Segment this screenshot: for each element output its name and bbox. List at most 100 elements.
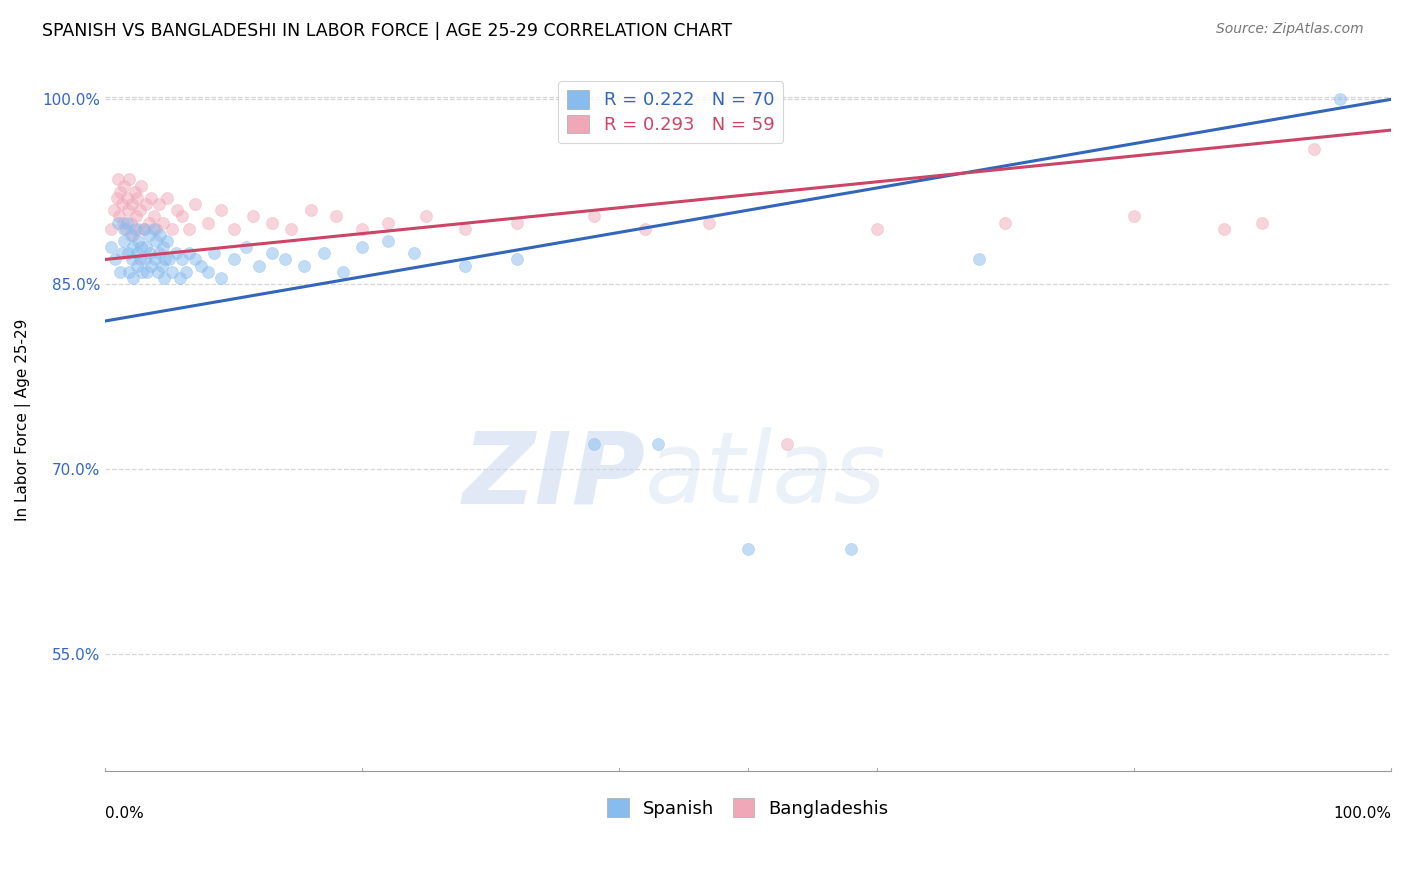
Point bbox=[262, 246, 284, 260]
Point bbox=[138, 215, 160, 229]
Point bbox=[152, 240, 174, 254]
Point bbox=[117, 203, 139, 218]
Point bbox=[104, 252, 127, 267]
Point bbox=[148, 197, 170, 211]
Point bbox=[454, 221, 477, 235]
Point bbox=[125, 210, 148, 224]
Text: ZIP: ZIP bbox=[463, 427, 645, 524]
Point bbox=[737, 541, 759, 556]
Point bbox=[352, 240, 374, 254]
Point bbox=[103, 203, 125, 218]
Point bbox=[148, 246, 170, 260]
Point bbox=[108, 210, 131, 224]
Point bbox=[994, 215, 1017, 229]
Point bbox=[124, 185, 146, 199]
Point bbox=[118, 265, 141, 279]
Text: 0.0%: 0.0% bbox=[105, 805, 143, 821]
Point bbox=[247, 259, 270, 273]
Point bbox=[505, 215, 527, 229]
Point bbox=[174, 265, 197, 279]
Point bbox=[209, 271, 232, 285]
Point bbox=[135, 197, 157, 211]
Point bbox=[177, 221, 200, 235]
Point bbox=[141, 191, 163, 205]
Point bbox=[377, 234, 399, 248]
Point bbox=[127, 259, 149, 273]
Point bbox=[156, 191, 179, 205]
Point bbox=[160, 265, 183, 279]
Point bbox=[172, 210, 194, 224]
Point bbox=[352, 221, 374, 235]
Text: Source: ZipAtlas.com: Source: ZipAtlas.com bbox=[1216, 22, 1364, 37]
Point bbox=[647, 437, 669, 451]
Point bbox=[100, 221, 122, 235]
Point bbox=[582, 437, 605, 451]
Point bbox=[157, 252, 180, 267]
Point bbox=[1329, 92, 1351, 106]
Point bbox=[454, 259, 477, 273]
Point bbox=[152, 215, 174, 229]
Point bbox=[172, 252, 194, 267]
Point bbox=[141, 259, 163, 273]
Point bbox=[235, 240, 257, 254]
Point bbox=[402, 246, 425, 260]
Point bbox=[1251, 215, 1274, 229]
Point bbox=[865, 221, 887, 235]
Point bbox=[197, 265, 219, 279]
Point bbox=[177, 246, 200, 260]
Point bbox=[111, 197, 134, 211]
Point bbox=[128, 203, 150, 218]
Text: atlas: atlas bbox=[645, 427, 887, 524]
Text: 100.0%: 100.0% bbox=[1333, 805, 1391, 821]
Point bbox=[582, 210, 605, 224]
Point bbox=[132, 221, 155, 235]
Point bbox=[136, 265, 159, 279]
Point bbox=[149, 227, 172, 242]
Point bbox=[156, 234, 179, 248]
Point bbox=[505, 252, 527, 267]
Point bbox=[105, 191, 128, 205]
Point bbox=[145, 234, 167, 248]
Point bbox=[110, 185, 132, 199]
Point bbox=[115, 215, 138, 229]
Point bbox=[135, 240, 157, 254]
Point bbox=[127, 191, 149, 205]
Point bbox=[325, 210, 347, 224]
Point bbox=[122, 240, 145, 254]
Text: SPANISH VS BANGLADESHI IN LABOR FORCE | AGE 25-29 CORRELATION CHART: SPANISH VS BANGLADESHI IN LABOR FORCE | … bbox=[42, 22, 733, 40]
Point bbox=[112, 234, 135, 248]
Point bbox=[1302, 142, 1324, 156]
Point bbox=[222, 252, 245, 267]
Point bbox=[274, 252, 297, 267]
Point bbox=[415, 210, 437, 224]
Point bbox=[120, 215, 142, 229]
Point bbox=[184, 197, 207, 211]
Point bbox=[169, 271, 191, 285]
Point bbox=[107, 172, 129, 186]
Point bbox=[209, 203, 232, 218]
Point bbox=[127, 246, 149, 260]
Point bbox=[155, 252, 177, 267]
Point bbox=[160, 221, 183, 235]
Point bbox=[377, 215, 399, 229]
Point bbox=[120, 227, 142, 242]
Point bbox=[122, 227, 145, 242]
Point bbox=[166, 203, 188, 218]
Point bbox=[110, 265, 132, 279]
Point bbox=[112, 221, 135, 235]
Point bbox=[699, 215, 721, 229]
Point bbox=[153, 271, 176, 285]
Point bbox=[142, 221, 165, 235]
Point bbox=[292, 259, 315, 273]
Point bbox=[143, 252, 166, 267]
Point bbox=[184, 252, 207, 267]
Point bbox=[222, 221, 245, 235]
Point bbox=[128, 252, 150, 267]
Point bbox=[202, 246, 225, 260]
Point bbox=[114, 221, 136, 235]
Point bbox=[100, 240, 122, 254]
Point bbox=[190, 259, 212, 273]
Point bbox=[145, 221, 167, 235]
Y-axis label: In Labor Force | Age 25-29: In Labor Force | Age 25-29 bbox=[15, 318, 31, 521]
Point bbox=[242, 210, 264, 224]
